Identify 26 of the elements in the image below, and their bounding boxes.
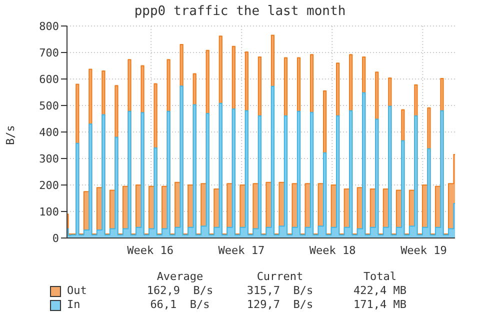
- y-tick-label: 600: [39, 72, 59, 86]
- text: 162,9 B/s: [146, 284, 214, 298]
- x-tick-label: Week 16: [127, 244, 174, 257]
- y-tick-label: 800: [39, 20, 59, 33]
- x-tick-label: Week 19: [400, 244, 447, 257]
- text: 315,7 B/s: [246, 284, 314, 298]
- y-tick-label: 100: [39, 205, 59, 218]
- legend-label: Out: [67, 284, 87, 298]
- text: 171,4 MB: [352, 298, 408, 312]
- text: Average: [156, 270, 204, 284]
- text: Current: [256, 270, 304, 284]
- chart-title: ppp0 traffic the last month: [133, 4, 347, 19]
- y-tick-label: 700: [39, 46, 59, 60]
- y-axis-title: B/s: [4, 124, 18, 147]
- y-tick-label: 500: [39, 99, 59, 112]
- text: Total: [362, 270, 398, 284]
- text: 129,7 B/s: [246, 298, 314, 312]
- y-tick-label: 300: [39, 152, 59, 166]
- x-tick-label: Week 17: [218, 244, 265, 257]
- text: 66,1 B/s: [149, 298, 211, 312]
- y-tick-label: 200: [39, 178, 59, 192]
- text: 422,4 MB: [352, 284, 408, 298]
- x-tick-label: Week 18: [309, 244, 356, 257]
- y-tick-label: 0: [52, 232, 59, 245]
- y-tick-label: 400: [39, 126, 59, 139]
- legend-label: In: [67, 298, 80, 312]
